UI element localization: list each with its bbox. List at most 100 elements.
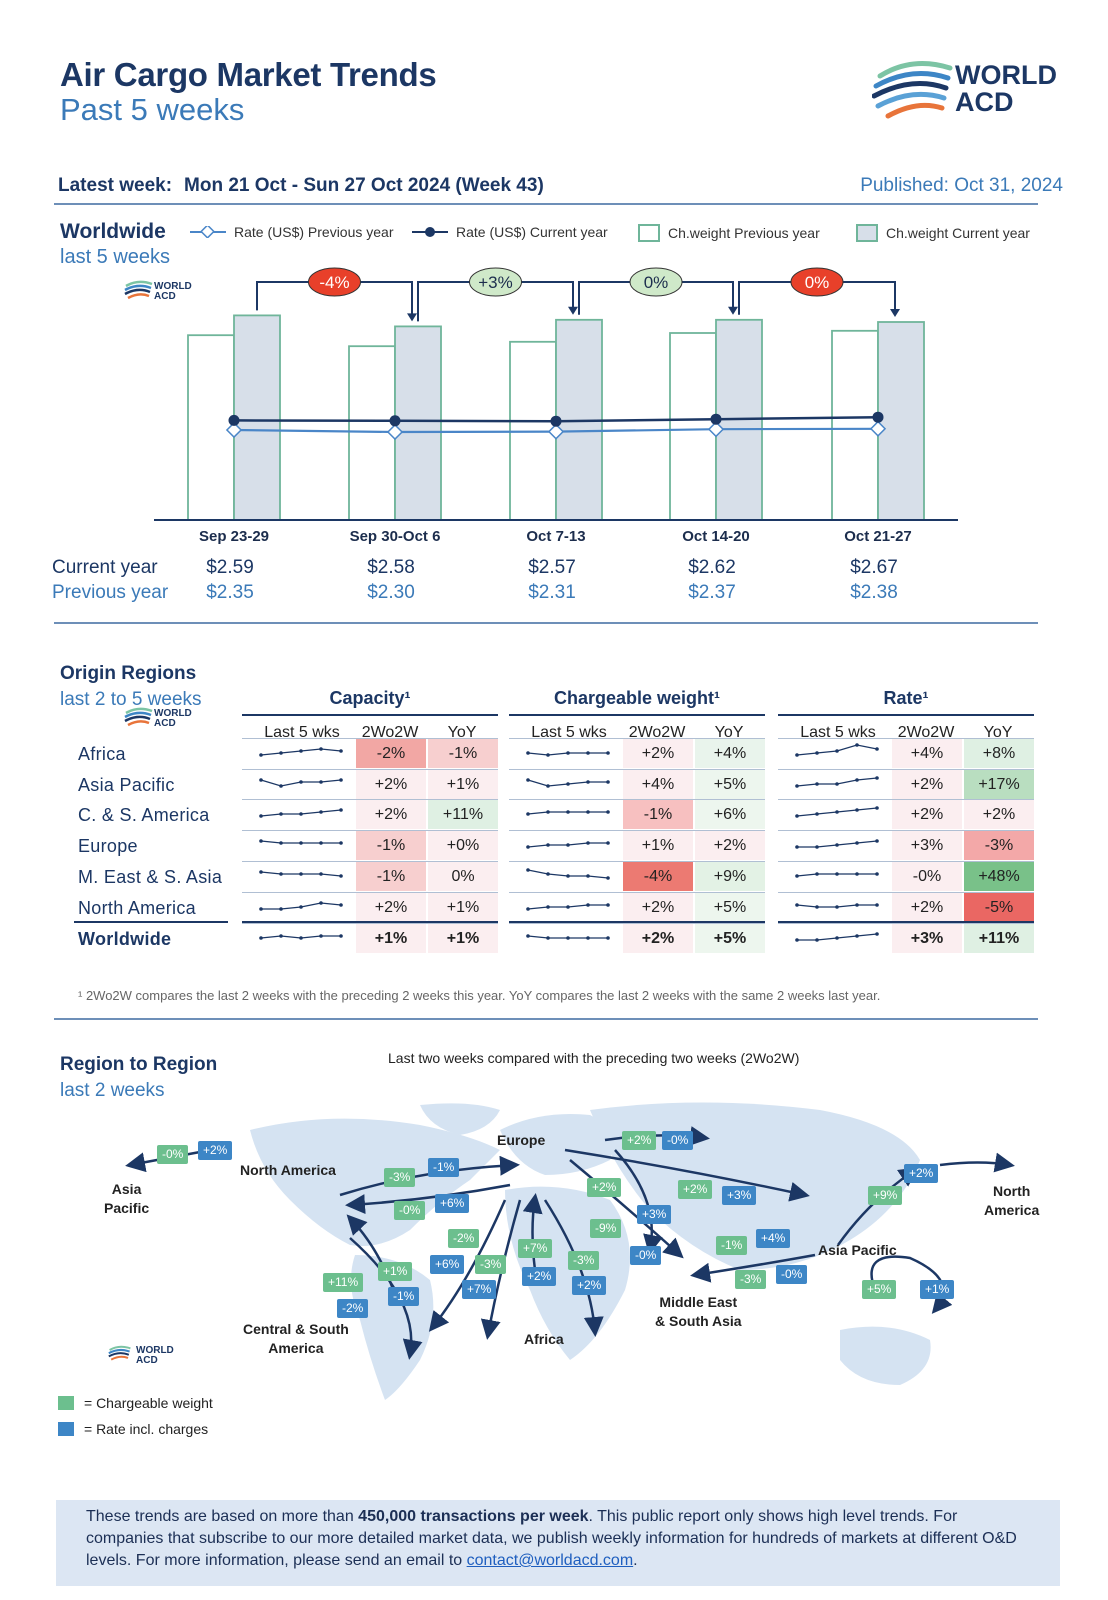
latest-week: Latest week: Mon 21 Oct - Sun 27 Oct 2024… xyxy=(58,175,544,197)
cell-2wo2w: +1% xyxy=(356,924,426,954)
rate-value: $2.62 xyxy=(688,557,736,578)
small-logo-word-1: WORLD xyxy=(154,708,192,719)
label-africa: Africa xyxy=(524,1331,564,1347)
legend-rate-curr-label: Rate (US$) Current year xyxy=(456,224,608,240)
bar-chweight-prev xyxy=(669,332,717,521)
badge-rate: -0% xyxy=(662,1131,694,1150)
badge-rate: +3% xyxy=(722,1186,757,1205)
sparkline xyxy=(795,839,879,849)
cell-2wo2w: -4% xyxy=(623,861,693,891)
region-name: Asia Pacific xyxy=(78,774,175,795)
cell-yoy: +6% xyxy=(695,800,765,830)
previous-year-label: Previous year xyxy=(52,582,169,603)
worldacd-logo-icon xyxy=(872,61,953,119)
row-divider xyxy=(509,830,765,832)
row-divider xyxy=(778,768,1034,770)
week-change-badge xyxy=(790,267,844,297)
x-tick-label: Oct 7-13 xyxy=(526,528,585,545)
logo-wordmark: WORLD ACD xyxy=(955,62,1057,116)
contact-email-link[interactable]: contact@worldacd.com xyxy=(466,1552,634,1569)
bar-chweight-prev xyxy=(831,329,879,521)
divider xyxy=(54,622,1038,624)
small-logo-word-2: ACD xyxy=(154,291,176,302)
worldwide-subtitle: last 5 weeks xyxy=(60,246,171,268)
cell-yoy: -1% xyxy=(428,739,498,768)
cell-2wo2w: +2% xyxy=(892,800,962,830)
cell-2wo2w: +2% xyxy=(356,769,426,799)
blue-swatch-icon xyxy=(58,1422,74,1436)
sparkline xyxy=(259,839,343,845)
rate-value: $2.57 xyxy=(528,557,576,578)
line-dot-icon xyxy=(412,227,448,237)
legend-cw-curr: Ch.weight Current year xyxy=(856,224,1030,242)
badge-chargeable-weight: +9% xyxy=(868,1186,903,1205)
info-note: These trends are based on more than 450,… xyxy=(56,1500,1060,1586)
divider xyxy=(54,1018,1038,1020)
row-divider xyxy=(509,738,765,739)
sparkline xyxy=(259,869,343,878)
x-tick-label: Oct 14-20 xyxy=(682,528,750,545)
green-swatch-icon xyxy=(58,1396,74,1410)
badge-rate: +2% xyxy=(904,1164,939,1183)
row-divider xyxy=(509,860,765,862)
worldwide-title: Worldwide xyxy=(60,220,166,243)
total-divider xyxy=(74,921,228,924)
col-2wo2w: 2Wo2W xyxy=(897,724,955,741)
rate-value: $2.59 xyxy=(206,557,254,578)
row-divider xyxy=(509,923,765,925)
footnote: ¹ 2Wo2W compares the last 2 weeks with t… xyxy=(78,988,881,1003)
rate-curr-point xyxy=(389,415,401,427)
bar-chweight-curr xyxy=(394,325,442,521)
rate-curr-point xyxy=(550,415,562,427)
note-text: These trends are based on more than xyxy=(86,1508,359,1525)
logo-word-2: ACD xyxy=(955,87,1014,117)
rate-curr-point xyxy=(710,413,722,425)
region-title: Region to Region xyxy=(60,1054,218,1075)
badge-rate: -1% xyxy=(428,1158,460,1177)
sparkline xyxy=(795,902,879,909)
badge-chargeable-weight: +2% xyxy=(622,1131,657,1150)
legend-rate-prev: Rate (US$) Previous year xyxy=(190,224,394,240)
cell-2wo2w: -2% xyxy=(356,739,426,768)
key-rate: = Rate incl. charges xyxy=(58,1421,208,1437)
region-name: Worldwide xyxy=(78,929,172,950)
sparkline xyxy=(795,743,879,757)
sparkline xyxy=(795,775,879,788)
cell-yoy: +4% xyxy=(695,739,765,768)
note-text: . xyxy=(633,1552,638,1569)
week-change-label: +3% xyxy=(478,273,513,292)
row-divider xyxy=(242,923,498,925)
small-logo-wordmark: WORLD ACD xyxy=(154,282,192,302)
rate-value: $2.67 xyxy=(850,557,898,578)
legend-cw-prev-label: Ch.weight Previous year xyxy=(668,225,820,241)
worldwide-chart: Sep 23-29 Sep 30-Oct 6 Oct 7-13 Oct 14-20 Oc… xyxy=(154,267,958,545)
cell-2wo2w: -1% xyxy=(356,831,426,861)
badge-rate: -0% xyxy=(776,1265,808,1284)
row-divider xyxy=(778,799,1034,801)
total-divider xyxy=(778,921,1034,924)
col-yoy: YoY xyxy=(447,724,477,741)
rate-value: $2.58 xyxy=(367,557,415,578)
week-change-badge xyxy=(308,267,361,297)
badge-chargeable-weight: +5% xyxy=(862,1280,897,1299)
sparkline xyxy=(526,751,610,757)
cell-yoy: +17% xyxy=(964,769,1034,799)
badge-chargeable-weight: +1% xyxy=(378,1262,413,1281)
badge-chargeable-weight: +2% xyxy=(587,1178,622,1197)
legend-cw-curr-label: Ch.weight Current year xyxy=(886,225,1030,241)
cell-2wo2w: +2% xyxy=(892,769,962,799)
total-divider xyxy=(509,921,765,924)
legend-rate-prev-label: Rate (US$) Previous year xyxy=(234,224,394,240)
row-divider xyxy=(509,768,765,770)
legend-cw-prev: Ch.weight Previous year xyxy=(638,224,820,242)
cell-yoy: +2% xyxy=(695,831,765,861)
badge-rate: -2% xyxy=(337,1299,369,1318)
origin-title: Origin Regions xyxy=(60,663,197,684)
badge-chargeable-weight: -9% xyxy=(590,1219,622,1238)
week-change-label: 0% xyxy=(805,273,830,292)
cell-2wo2w: +4% xyxy=(623,769,693,799)
badge-chargeable-weight: +2% xyxy=(678,1180,713,1199)
sparkline xyxy=(259,900,343,911)
current-year-label: Current year xyxy=(52,557,158,578)
badge-chargeable-weight: -0% xyxy=(157,1145,189,1164)
